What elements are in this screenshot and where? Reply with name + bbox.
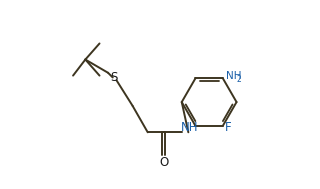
Text: O: O (159, 156, 168, 169)
Text: NH: NH (181, 121, 198, 134)
Text: NH: NH (226, 71, 241, 81)
Text: 2: 2 (236, 75, 241, 84)
Text: F: F (225, 121, 232, 134)
Text: S: S (110, 71, 117, 84)
